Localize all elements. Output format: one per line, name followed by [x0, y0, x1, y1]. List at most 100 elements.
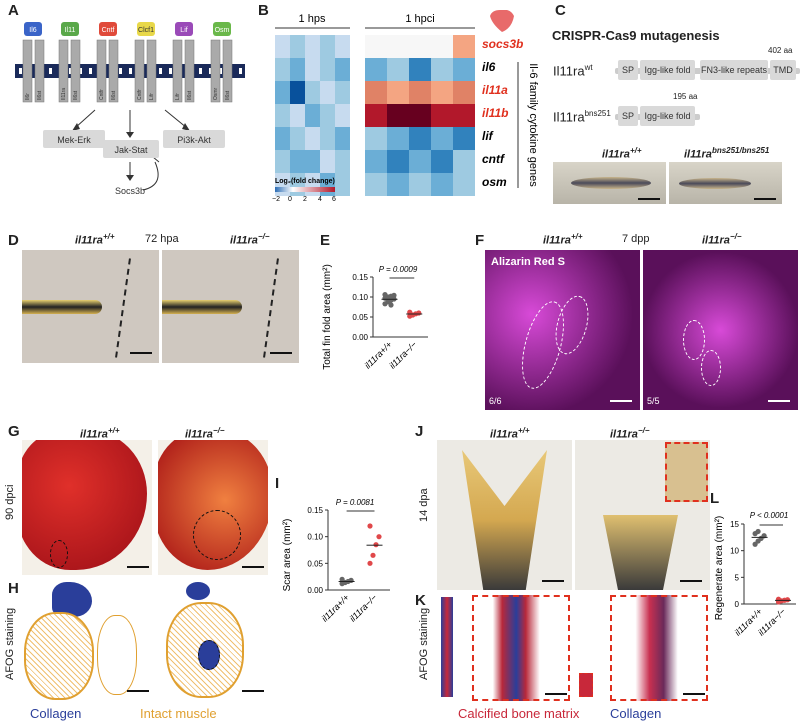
receptor-label: Lifr: [149, 93, 155, 100]
photo-fish-mut: [669, 162, 782, 204]
heatmap-cell: [453, 35, 475, 58]
receptor-label: Osmr: [213, 87, 219, 100]
heatmap-cell: [453, 104, 475, 127]
g-side-label: 90 dpci: [4, 484, 16, 520]
svg-text:Lif: Lif: [180, 27, 187, 34]
gene-osm: osm: [482, 175, 507, 189]
domain-igg-mut: Igg-like fold: [640, 106, 695, 126]
heatmap: 1 hps 1 hpci socs3b il6 il11a il11b lif …: [272, 10, 539, 203]
gene-il6: il6: [482, 60, 496, 74]
e-pvalue: P = 0.0009: [379, 265, 418, 274]
heatmap-cell: [365, 173, 387, 196]
svg-text:Clcf1: Clcf1: [138, 27, 154, 34]
heatmap-cell: [409, 58, 431, 81]
receptor-label: Il6st: [111, 90, 117, 100]
gene-il11a: il11a: [482, 83, 508, 97]
heatmap-cell: [290, 104, 305, 127]
socs3b-label: Socs3b: [115, 186, 145, 196]
panel-c-title: CRISPR-Cas9 mutagenesis: [552, 28, 720, 43]
data-point: [775, 596, 782, 602]
photo-fish-wt: [553, 162, 666, 204]
heatmap-cell: [335, 81, 350, 104]
j-side-label: 14 dpa: [418, 488, 430, 522]
panel-label-e: E: [320, 232, 331, 249]
panel-label-d: D: [8, 232, 19, 249]
pathway-pi3k-akt: Pi3k-Akt: [177, 135, 211, 145]
f-time: 7 dpp: [622, 233, 650, 245]
heatmap-cell: [453, 127, 475, 150]
heatmap-cell: [320, 35, 335, 58]
heatmap-cell: [305, 150, 320, 173]
heatmap-cell: [431, 81, 453, 104]
heatmap-cell: [290, 127, 305, 150]
data-point: [376, 534, 382, 540]
h-side-label: AFOG staining: [4, 607, 16, 680]
f-mut-label: il11ra−/−: [702, 232, 742, 247]
heatmap-cell: [431, 150, 453, 173]
data-point: [391, 292, 397, 298]
heatmap-cell: [453, 81, 475, 104]
heatmap-cell: [365, 35, 387, 58]
panel-label-i: I: [275, 475, 280, 492]
legend-muscle: Intact muscle: [140, 706, 217, 721]
photo-scales-wt: Alizarin Red S 6/6: [485, 250, 640, 410]
receptor-label: Il6st: [187, 90, 193, 100]
photo-scales-mut: 5/5: [643, 250, 798, 410]
svg-text:0: 0: [288, 196, 292, 203]
y-tick-label: 0.15: [352, 273, 368, 282]
legend-title: Log₂(fold change): [275, 178, 335, 185]
svg-text:2: 2: [303, 196, 307, 203]
heatmap-cell: [365, 127, 387, 150]
heatmap-cell: [387, 81, 409, 104]
chart-l: Regenerate area (mm²) P < 0.0001 051015i…: [714, 511, 796, 638]
svg-text:Osm: Osm: [215, 27, 230, 34]
wt-length: 402 aa: [768, 46, 793, 55]
heatmap-cell: [275, 127, 290, 150]
heatmap-cell: [409, 35, 431, 58]
ligand-clcf1: [137, 22, 155, 36]
pathway-diagram: Il6r Il6st Il11ra Il6st Cntfr Il6st Cntf…: [15, 22, 245, 196]
d-mut-label: il11ra−/−: [230, 232, 270, 247]
data-point: [370, 552, 376, 558]
heatmap-cell: [431, 104, 453, 127]
heatmap-cell: [320, 104, 335, 127]
gene-cntf: cntf: [482, 152, 505, 166]
y-tick-label: 0.15: [307, 506, 323, 515]
photo-heart-mut: [158, 440, 268, 575]
panel-label-f: F: [475, 232, 485, 249]
receptor-label: Il6st: [73, 90, 79, 100]
heatmap-cell: [387, 58, 409, 81]
receptor-label: Il11ra: [61, 88, 67, 100]
heatmap-cell: [365, 58, 387, 81]
receptor-label: Il6st: [225, 90, 231, 100]
svg-text:−2: −2: [272, 196, 280, 203]
panel-label-a: A: [8, 2, 19, 19]
y-tick-label: 0.10: [352, 293, 368, 302]
data-point: [367, 523, 373, 529]
heatmap-cell: [409, 81, 431, 104]
ligand-osm: [213, 22, 231, 36]
chart-e: Total fin fold area (mm²) P = 0.0009 0.0…: [322, 264, 428, 371]
panel-label-h: H: [8, 580, 19, 597]
heatmap-cell: [453, 58, 475, 81]
heatmap-cell: [290, 58, 305, 81]
gene-socs3b: socs3b: [482, 37, 523, 51]
heatmap-cell: [409, 150, 431, 173]
d-time: 72 hpa: [145, 233, 179, 245]
data-point: [339, 576, 345, 582]
heatmap-cell: [409, 127, 431, 150]
heatmap-cell: [387, 127, 409, 150]
x-tick-label: il11ra−/−: [387, 339, 418, 370]
y-tick-label: 5: [735, 573, 740, 582]
data-point: [784, 597, 791, 603]
svg-text:6: 6: [332, 196, 336, 203]
stain-label: Alizarin Red S: [491, 256, 565, 268]
heatmap-cell: [387, 35, 409, 58]
heatmap-cell: [335, 150, 350, 173]
heatmap-cell: [275, 150, 290, 173]
x-tick-label: il11ra−/−: [348, 592, 379, 623]
heatmap-cell: [320, 127, 335, 150]
receptor-label: Cntfr: [99, 89, 105, 100]
ligand-cntf: [99, 22, 117, 36]
mut-label: Il11rabns251: [553, 109, 611, 125]
